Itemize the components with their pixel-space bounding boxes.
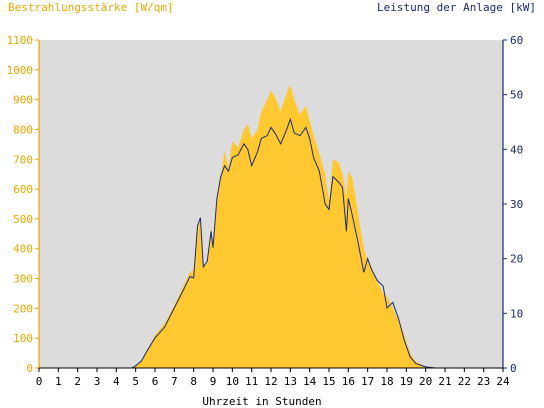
x-tick-label: 4	[113, 375, 120, 388]
x-tick-label: 2	[74, 375, 81, 388]
left-tick-label: 900	[13, 94, 33, 107]
x-tick-label: 16	[342, 375, 355, 388]
x-tick-label: 10	[226, 375, 239, 388]
right-tick-label: 0	[510, 362, 517, 375]
left-tick-label: 400	[13, 243, 33, 256]
left-tick-label: 200	[13, 302, 33, 315]
x-tick-label: 13	[284, 375, 297, 388]
left-tick-label: 500	[13, 213, 33, 226]
x-tick-label: 0	[36, 375, 43, 388]
x-tick-label: 12	[264, 375, 277, 388]
left-tick-label: 1100	[7, 34, 34, 47]
x-tick-label: 20	[419, 375, 432, 388]
left-tick-label: 100	[13, 332, 33, 345]
right-tick-group: 0 10 20 30 40 50 60	[503, 34, 523, 375]
x-tick-label: 14	[303, 375, 317, 388]
left-tick-label: 700	[13, 153, 33, 166]
power-line	[39, 117, 503, 369]
left-tick-label: 600	[13, 183, 33, 196]
x-tick-group: 0 1 2 3 4 5 6 7 8 9 10 11 12 13 14 15 16 17 18 19 20 21 22 23 24	[36, 368, 510, 388]
right-tick-label: 20	[510, 253, 523, 266]
x-tick-label: 23	[477, 375, 490, 388]
left-tick-label: 1000	[7, 64, 34, 77]
left-tick-group: 0 100 200 300 400 500 600 700 800 900 1000 1100	[7, 34, 39, 375]
x-tick-label: 5	[132, 375, 139, 388]
x-tick-label: 6	[152, 375, 159, 388]
right-tick-label: 10	[510, 307, 523, 320]
x-tick-label: 19	[400, 375, 413, 388]
irradiance-area	[39, 84, 503, 368]
x-tick-label: 24	[496, 375, 510, 388]
left-axis-title: Bestrahlungsstärke [W/qm]	[8, 1, 174, 14]
irradiance-layer	[39, 84, 503, 368]
x-tick-label: 18	[380, 375, 393, 388]
x-tick-label: 8	[190, 375, 197, 388]
right-tick-label: 60	[510, 34, 523, 47]
right-tick-label: 30	[510, 198, 523, 211]
right-tick-label: 40	[510, 143, 523, 156]
left-tick-label: 300	[13, 273, 33, 286]
right-tick-label: 50	[510, 89, 523, 102]
x-tick-label: 3	[94, 375, 101, 388]
x-tick-label: 7	[171, 375, 178, 388]
x-tick-label: 9	[210, 375, 217, 388]
x-axis-title: Uhrzeit in Stunden	[202, 395, 321, 408]
power-layer	[39, 117, 503, 369]
x-tick-label: 15	[322, 375, 335, 388]
x-tick-label: 11	[245, 375, 258, 388]
left-tick-label: 0	[26, 362, 33, 375]
left-tick-label: 800	[13, 123, 33, 136]
x-tick-label: 1	[55, 375, 62, 388]
x-tick-label: 17	[361, 375, 374, 388]
x-tick-label: 22	[458, 375, 471, 388]
right-axis-title: Leistung der Anlage [kW]	[377, 1, 536, 14]
x-tick-label: 21	[438, 375, 451, 388]
